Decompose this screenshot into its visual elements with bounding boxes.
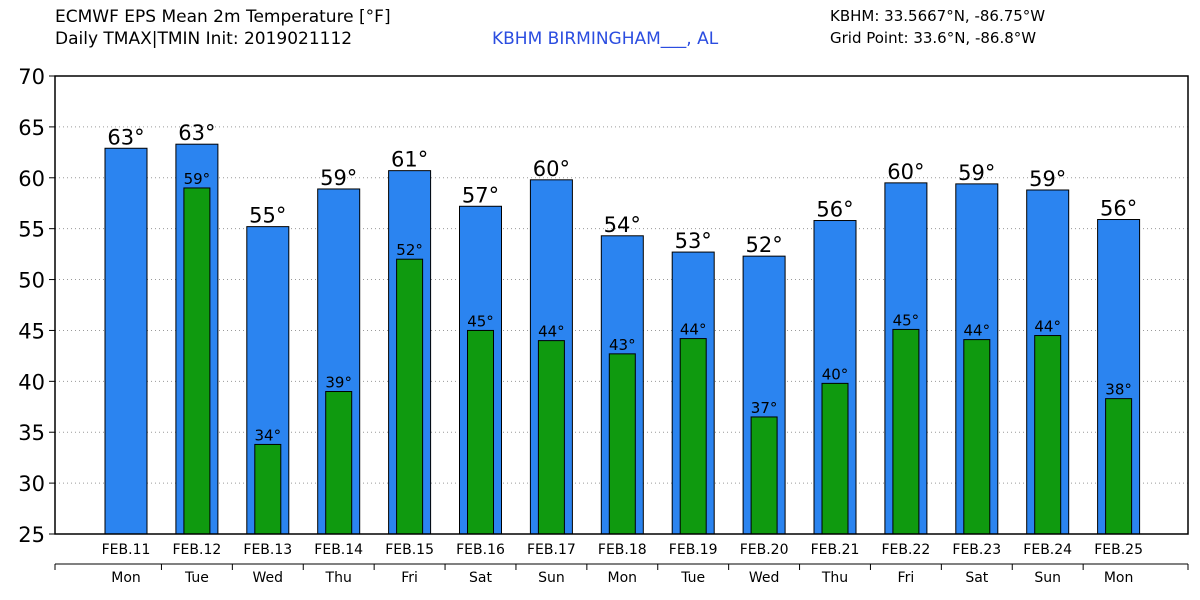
y-tick-label: 35 [18,421,45,445]
x-weekday-label: Thu [821,570,848,586]
x-weekday-label: Fri [401,570,418,586]
tmin-bar [396,258,424,535]
x-weekday-label: Sat [469,570,492,586]
tmin-label: 39° [325,374,352,392]
x-date-label: FEB.25 [1094,542,1143,558]
tmin-label: 40° [822,365,849,383]
tmin-bar [750,416,778,535]
tmax-label: 59° [958,161,995,185]
x-date-label: FEB.17 [527,542,576,558]
tmin-bar [325,391,353,535]
tmax-label: 55° [249,204,286,228]
station-coordinates: KBHM: 33.5667°N, -86.75°W [830,7,1046,25]
tmax-label: 61° [391,148,428,172]
grid-point-coordinates: Grid Point: 33.6°N, -86.8°W [830,29,1037,47]
x-date-label: FEB.23 [952,542,1001,558]
tmax-label: 52° [745,233,782,257]
grid-lines [55,126,1188,484]
x-date-label: FEB.21 [811,542,860,558]
tmin-bar [467,329,494,535]
x-weekday-label: Mon [111,570,141,586]
tmax-label: 56° [816,198,853,222]
x-weekday-label: Mon [1104,570,1134,586]
x-date-label: FEB.14 [314,542,363,558]
x-date-label: FEB.24 [1023,542,1072,558]
y-tick-label: 30 [18,472,45,496]
x-date-label: FEB.12 [173,542,222,558]
tmin-label: 44° [1034,318,1061,336]
x-date-label: FEB.11 [102,542,151,558]
x-date-label: FEB.19 [669,542,718,558]
y-tick-label: 50 [18,269,45,293]
value-labels: 63° 63° 59° 55° 34° 59° 39° 61° 52° 57° 45° 60° 44° 5… [107,121,1137,444]
tmax-label: 56° [1100,197,1137,221]
x-axis: FEB.11 Mon FEB.12 Tue FEB.13 Wed FEB.14 Thu FEB.… [54,542,1189,586]
x-date-label: FEB.18 [598,542,647,558]
x-weekday-label: Sun [1034,570,1061,586]
y-tick-label: 60 [18,167,45,191]
x-weekday-label: Mon [608,570,638,586]
tmin-bar [679,338,707,535]
tmax-label: 60° [533,157,570,181]
y-tick-label: 25 [18,523,45,547]
tmax-label: 57° [462,183,499,207]
tmax-bar [104,147,148,535]
tmax-label: 63° [178,121,215,145]
tmin-bar [821,382,849,535]
x-weekday-label: Tue [680,570,705,586]
tmin-label: 38° [1105,381,1132,399]
x-weekday-label: Tue [184,570,209,586]
chart-title: ECMWF EPS Mean 2m Temperature [°F] [55,7,391,27]
tmin-bar [1034,335,1062,535]
tmin-label: 43° [609,336,636,354]
tmin-label: 52° [396,241,423,259]
tmin-label: 44° [538,323,565,341]
tmin-bar [1105,398,1133,535]
tmin-bar [892,328,920,535]
x-date-label: FEB.15 [385,542,434,558]
tmin-label: 37° [751,399,778,417]
plot-frame [54,75,1189,535]
tmin-label: 59° [184,170,211,188]
x-weekday-label: Fri [898,570,915,586]
tmin-bar [183,187,211,535]
tmax-label: 54° [604,213,641,237]
tmin-label: 44° [964,322,991,340]
x-date-label: FEB.22 [882,542,931,558]
tmax-label: 59° [320,166,357,190]
y-tick-label: 40 [18,370,45,394]
x-weekday-label: Sat [965,570,988,586]
chart-subtitle: Daily TMAX|TMIN Init: 2019021112 [55,29,353,49]
plot-border [54,75,1189,535]
tmax-label: 63° [107,125,144,149]
tmin-label: 34° [255,426,282,444]
x-date-label: FEB.20 [740,542,789,558]
tmin-label: 45° [893,311,920,329]
x-weekday-label: Sun [538,570,565,586]
tmax-label: 59° [1029,167,1066,191]
x-date-label: FEB.16 [456,542,505,558]
station-name: KBHM BIRMINGHAM___, AL [492,29,719,49]
tmax-label: 53° [675,229,712,253]
y-tick-label: 55 [18,218,45,242]
x-weekday-label: Thu [325,570,352,586]
tmin-bar [963,339,991,535]
y-tick-label: 65 [18,116,45,140]
tmin-bar [537,340,565,535]
tmin-label: 45° [467,312,494,330]
tmin-label: 44° [680,321,707,339]
x-date-label: FEB.13 [243,542,292,558]
y-axis: 25 30 35 40 45 50 55 60 65 70 [18,65,55,547]
bars [104,143,1141,535]
y-tick-label: 70 [18,65,45,89]
tmin-bar [608,353,636,535]
x-weekday-label: Wed [253,570,284,586]
x-weekday-label: Wed [749,570,780,586]
tmax-label: 60° [887,160,924,184]
y-tick-label: 45 [18,319,45,343]
tmin-bar [254,443,282,535]
